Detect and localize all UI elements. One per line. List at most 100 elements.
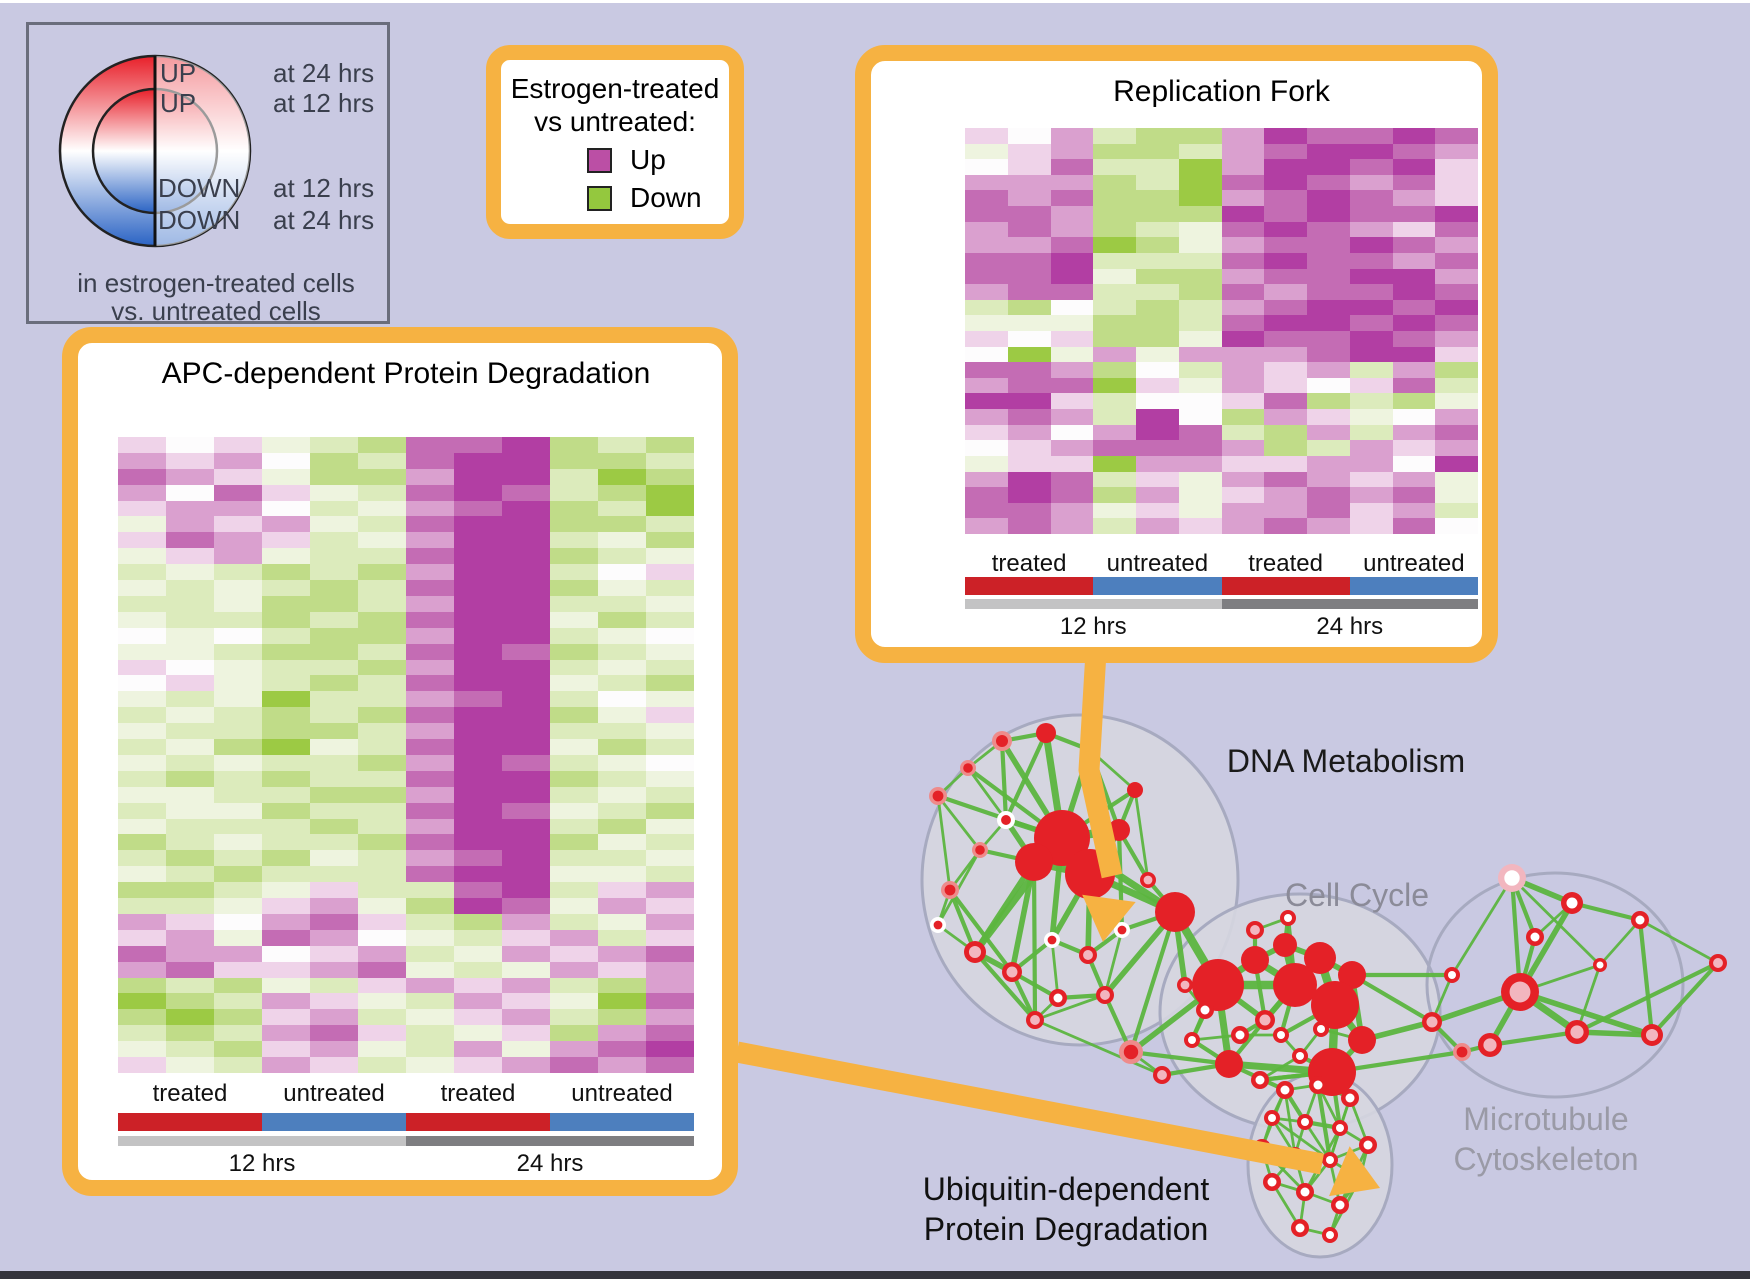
gene-node [1127, 782, 1143, 798]
gene-node [1565, 1020, 1589, 1044]
heatmap-cell [1093, 268, 1136, 285]
gene-node [941, 881, 959, 899]
heatmap-cell [1307, 502, 1350, 519]
heatmap-cell [262, 548, 310, 565]
heatmap-cell [502, 818, 550, 835]
heatmap-cell [646, 754, 694, 771]
heatmap-cell [1136, 346, 1179, 363]
network-edge [1009, 969, 1038, 1023]
heatmap-cell [262, 627, 310, 644]
gene-node-center [1268, 1114, 1276, 1122]
heatmap-cell [1307, 487, 1350, 503]
heatmap-cell [598, 1041, 646, 1058]
heatmap-cell [1093, 190, 1136, 207]
heatmap-cell [454, 1057, 502, 1073]
heatmap-cell [1392, 455, 1436, 472]
network-edge [1574, 1029, 1655, 1038]
network-edge [1487, 1029, 1580, 1048]
gene-node [1304, 942, 1336, 974]
gene-node [1273, 1027, 1289, 1043]
replication-fork-title: Replication Fork [1113, 75, 1330, 108]
heatmap-cell [1178, 409, 1222, 425]
network-edge [1338, 1143, 1370, 1207]
heatmap-cell [1093, 518, 1136, 534]
heatmap-cell [1264, 362, 1307, 378]
heatmap-cell [358, 516, 406, 533]
heatmap-cell [262, 643, 310, 660]
heatmap-cell [1050, 362, 1094, 378]
network-edge [1270, 1180, 1302, 1230]
heatmap-cell [166, 468, 214, 485]
heatmap-cell [598, 754, 646, 771]
gene-node-center [1277, 1031, 1285, 1039]
heatmap-cell [358, 532, 406, 549]
heatmap-cell [502, 437, 550, 453]
heatmap-cell [598, 945, 646, 962]
arrow-head-apc-to-ubiquitin [1329, 1146, 1380, 1197]
heatmap-cell [646, 834, 694, 851]
heatmap-cell [965, 346, 1008, 363]
gene-node-center [1317, 1025, 1325, 1033]
network-edge [1270, 1116, 1332, 1162]
heatmap-cell [214, 516, 262, 533]
heatmap-cell [1307, 409, 1350, 425]
heatmap-cell [502, 532, 550, 549]
heatmap-cell [1307, 143, 1350, 160]
heatmap-cell [262, 500, 310, 517]
heatmap-cell [1136, 362, 1179, 378]
heatmap-cell [118, 707, 166, 724]
heatmap-cell [1435, 268, 1478, 285]
heatmap-cell [118, 993, 166, 1010]
heatmap-cell [1221, 143, 1265, 160]
heatmap-cell [598, 580, 646, 596]
gene-node [1313, 1021, 1329, 1037]
gene-node-center [1296, 1052, 1304, 1060]
gene-node [1273, 963, 1317, 1007]
network-edge [1510, 876, 1602, 967]
heatmap-cell [1007, 190, 1051, 207]
heatmap-cell [550, 627, 598, 644]
heatmap-cell [1435, 362, 1478, 378]
heatmap-cell [310, 564, 358, 581]
heatmap-cell [598, 913, 646, 930]
heatmap-cell [358, 675, 406, 692]
condition-group-label: untreated [283, 1080, 385, 1107]
heatmap-cell [502, 961, 550, 978]
network-edge [1315, 953, 1340, 1010]
heatmap-cell [550, 564, 598, 581]
heatmap-cell [1435, 471, 1478, 488]
wheel-at12-top-label: at 12 hrs [273, 88, 374, 118]
heatmap-cell [310, 754, 358, 771]
heatmap-cell [1178, 174, 1222, 191]
heatmap-cell [598, 691, 646, 708]
heatmap-cell [550, 818, 598, 835]
network-edge [1297, 1053, 1335, 1075]
heatmap-cell [965, 455, 1008, 472]
heatmap-cell [1435, 190, 1478, 207]
heatmap-cell [1264, 518, 1307, 534]
heatmap-cell [1435, 424, 1478, 441]
heatmap-cell [502, 786, 550, 803]
gene-node [1251, 1071, 1269, 1089]
heatmap-cell [406, 1009, 454, 1026]
heatmap-cell [598, 993, 646, 1010]
heatmap-cell [550, 850, 598, 867]
heatmap-cell [502, 659, 550, 676]
heatmap-cell [406, 786, 454, 803]
heatmap-cell [214, 500, 262, 517]
heatmap-cell [1221, 159, 1265, 175]
heatmap-cell [1221, 409, 1265, 425]
heatmap-cell [1307, 190, 1350, 207]
heatmap-cell [965, 409, 1008, 425]
gene-node [1034, 810, 1090, 866]
network-edge [971, 834, 1066, 956]
network-edge [936, 766, 970, 798]
heatmap-cell [550, 468, 598, 485]
heatmap-cell [1093, 299, 1136, 316]
gene-node [1444, 967, 1460, 983]
heatmap-cell [454, 913, 502, 930]
heatmap-cell [262, 691, 310, 708]
network-edge [1009, 937, 1055, 975]
heatmap-cell [358, 643, 406, 660]
